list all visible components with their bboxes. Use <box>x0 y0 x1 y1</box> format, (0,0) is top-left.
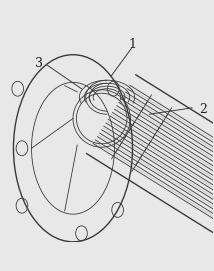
Text: 2: 2 <box>199 104 207 117</box>
Text: 3: 3 <box>35 57 43 70</box>
Text: 1: 1 <box>129 38 137 51</box>
